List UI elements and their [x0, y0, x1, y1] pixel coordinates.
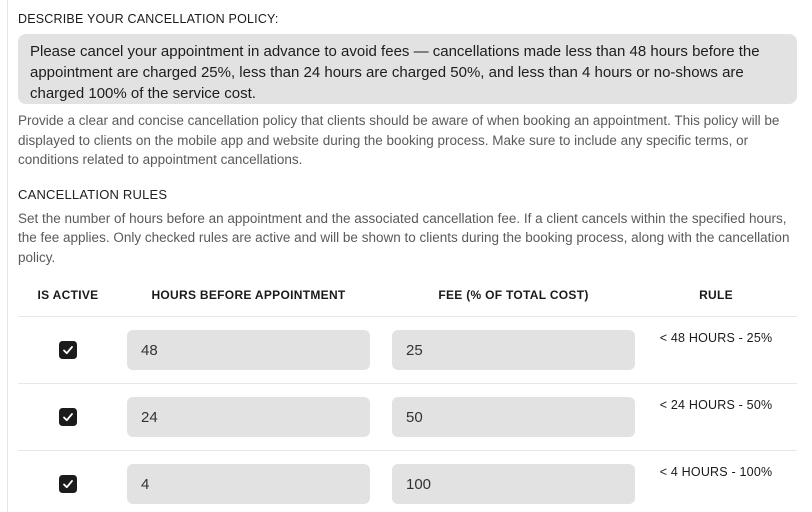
active-checkbox[interactable]	[59, 341, 77, 359]
fee-input[interactable]	[392, 397, 635, 437]
is-active-cell	[18, 341, 118, 359]
table-header-row: IS ACTIVE HOURS BEFORE APPOINTMENT FEE (…	[18, 278, 797, 316]
policy-helper-text: Provide a clear and concise cancellation…	[18, 113, 780, 167]
hours-cell	[118, 330, 370, 370]
table-row: < 24 HOURS - 50%	[18, 383, 797, 450]
check-icon	[63, 346, 73, 355]
fee-input[interactable]	[392, 464, 635, 504]
policy-textarea[interactable]: Please cancel your appointment in advanc…	[18, 34, 797, 104]
rule-label: < 48 HOURS - 25%	[659, 331, 773, 345]
hours-input[interactable]	[127, 464, 370, 504]
fee-cell	[370, 330, 635, 370]
table-row: < 48 HOURS - 25%	[18, 316, 797, 383]
rule-label: < 4 HOURS - 100%	[659, 465, 773, 479]
hours-input[interactable]	[127, 330, 370, 370]
is-active-cell	[18, 475, 118, 493]
fee-cell	[370, 464, 635, 504]
active-checkbox[interactable]	[59, 475, 77, 493]
rules-table: IS ACTIVE HOURS BEFORE APPOINTMENT FEE (…	[18, 278, 797, 512]
is-active-cell	[18, 408, 118, 426]
rules-helper-text: Set the number of hours before an appoin…	[18, 210, 790, 265]
header-rule: RULE	[699, 288, 733, 302]
cancellation-settings-page: DESCRIBE YOUR CANCELLATION POLICY: Pleas…	[7, 0, 812, 512]
header-is-active: IS ACTIVE	[37, 288, 99, 302]
active-checkbox[interactable]	[59, 408, 77, 426]
policy-section: DESCRIBE YOUR CANCELLATION POLICY: Pleas…	[18, 12, 797, 170]
fee-input[interactable]	[392, 330, 635, 370]
header-fee-percent: FEE (% OF TOTAL COST)	[438, 288, 589, 302]
hours-cell	[118, 464, 370, 504]
rules-section: CANCELLATION RULES Set the number of hou…	[18, 187, 797, 512]
rules-section-title: CANCELLATION RULES	[18, 186, 168, 202]
fee-cell	[370, 397, 635, 437]
rule-label: < 24 HOURS - 50%	[659, 398, 773, 412]
check-icon	[63, 413, 73, 422]
hours-input[interactable]	[127, 397, 370, 437]
header-hours-before-appointment: HOURS BEFORE APPOINTMENT	[151, 288, 346, 302]
check-icon	[63, 480, 73, 489]
policy-label: DESCRIBE YOUR CANCELLATION POLICY:	[18, 12, 279, 26]
hours-cell	[118, 397, 370, 437]
table-row: < 4 HOURS - 100%	[18, 450, 797, 512]
